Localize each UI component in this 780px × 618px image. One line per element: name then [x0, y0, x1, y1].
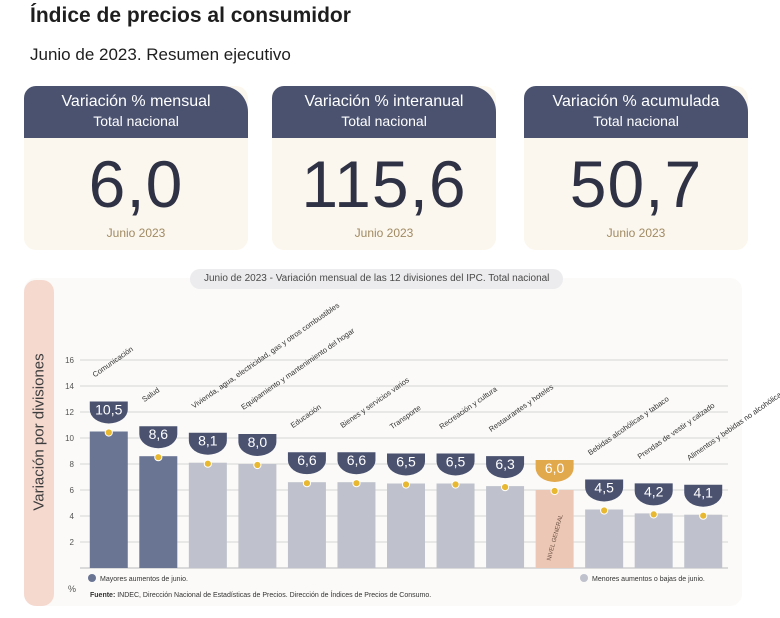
bar-value-label: 4,2 — [644, 483, 664, 499]
bar-marker-dot — [401, 480, 411, 489]
bar — [139, 456, 178, 568]
bar-marker-dot — [600, 506, 609, 515]
value-badge — [287, 452, 326, 475]
value-badge — [337, 452, 376, 475]
legend-high-swatch — [88, 574, 96, 582]
value-badge — [89, 401, 128, 424]
bar — [585, 509, 624, 568]
bar-marker-dot — [699, 511, 708, 520]
y-unit-label: % — [68, 584, 76, 594]
chart-title-date: Junio de 2023 — [204, 273, 267, 284]
card-header: Variación % acumulada Total nacional — [524, 86, 748, 138]
card-subtitle: Total nacional — [93, 113, 179, 129]
bar — [684, 514, 723, 568]
card-title: Variación % interanual — [304, 93, 464, 110]
y-tick-label: 14 — [65, 382, 74, 391]
y-tick-label: 4 — [70, 512, 75, 521]
category-label: Transporte — [388, 403, 423, 431]
page-title: Índice de precios al consumidor — [30, 4, 351, 27]
bar-value-label: 6,3 — [495, 456, 515, 472]
bar-marker-dot — [253, 460, 262, 470]
bar — [287, 482, 326, 568]
category-label: Alimentos y bebidas no alcohólicas — [685, 388, 780, 462]
bar — [337, 482, 376, 568]
y-tick-label: 16 — [65, 356, 74, 365]
value-badge — [387, 453, 425, 476]
bar — [188, 462, 227, 568]
bar-value-label: 6,5 — [396, 454, 416, 470]
bar — [436, 483, 475, 568]
legend-low-swatch — [580, 574, 588, 582]
card-year-on-year: Variación % interanual Total nacional 11… — [272, 86, 496, 250]
y-tick-label: 8 — [70, 460, 75, 469]
bar-marker-dot — [500, 483, 510, 492]
bar-value-label: 8,6 — [149, 426, 169, 442]
bar-value-label: 6,6 — [297, 452, 317, 468]
bar-marker-dot — [104, 428, 113, 437]
y-tick-label: 6 — [70, 486, 75, 495]
bar-value-label: 10,5 — [95, 402, 122, 418]
card-header: Variación % interanual Total nacional — [272, 86, 496, 138]
card-date: Junio 2023 — [606, 226, 666, 240]
card-value: 6,0 — [88, 147, 184, 221]
card-date: Junio 2023 — [354, 226, 414, 240]
card-date: Junio 2023 — [106, 226, 166, 240]
bar-marker-dot — [550, 486, 559, 496]
y-tick-label: 12 — [65, 408, 74, 417]
bar-marker-dot — [352, 479, 361, 488]
value-badge — [188, 432, 227, 455]
value-badge — [238, 434, 277, 457]
page-subtitle: Junio de 2023. Resumen ejecutivo — [30, 45, 291, 64]
bar — [535, 490, 574, 568]
bar-value-label: 6,5 — [446, 454, 466, 470]
side-tab — [24, 280, 54, 606]
value-badge — [535, 460, 574, 483]
source-text: INDEC, Dirección Nacional de Estadística… — [117, 592, 432, 599]
chart-title-text: - Variación mensual de las 12 divisiones… — [266, 273, 550, 284]
bar-marker-dot — [451, 480, 460, 489]
bar — [89, 431, 128, 568]
bar — [238, 464, 277, 568]
bar — [634, 513, 673, 568]
bar — [387, 483, 425, 568]
bar-value-label: 6,0 — [545, 460, 565, 476]
card-monthly: Variación % mensual Total nacional 6,0 J… — [24, 86, 248, 250]
bar — [486, 486, 525, 568]
bar-marker-dot — [302, 479, 312, 488]
value-badge — [139, 426, 178, 449]
bar-marker-dot — [649, 510, 658, 519]
value-badge — [585, 479, 624, 502]
card-value: 50,7 — [569, 147, 703, 221]
bar-value-label: 8,0 — [248, 434, 268, 450]
bar-marker-dot — [154, 453, 163, 462]
legend-low-label: Menores aumentos o bajas de junio. — [592, 576, 705, 583]
chart-title: Junio de 2023 - Variación mensual de las… — [190, 269, 564, 289]
value-badge — [634, 483, 673, 506]
card-subtitle: Total nacional — [341, 113, 427, 129]
bar-marker-dot — [203, 459, 212, 468]
bar-value-label: 4,1 — [693, 485, 713, 501]
bar-value-label: 4,5 — [594, 480, 614, 496]
card-subtitle: Total nacional — [593, 113, 679, 129]
y-tick-label: 2 — [70, 538, 75, 547]
value-badge — [436, 453, 475, 476]
card-title: Variación % acumulada — [552, 93, 720, 110]
category-label: Educación — [289, 402, 323, 429]
source-label: Fuente: — [90, 592, 116, 599]
card-header: Variación % mensual Total nacional — [24, 86, 248, 138]
source-note: Fuente: INDEC, Dirección Nacional de Est… — [90, 592, 431, 599]
y-tick-label: 10 — [65, 434, 74, 443]
value-badge — [684, 484, 723, 507]
category-label: Salud — [140, 385, 161, 403]
category-label: Comunicación — [91, 345, 135, 380]
value-badge — [486, 456, 525, 479]
category-label: Equipamiento y mantenimiento del hogar — [239, 326, 356, 412]
bar-value-label: 6,6 — [347, 452, 367, 468]
card-title: Variación % mensual — [61, 93, 211, 110]
legend-high-label: Mayores aumentos de junio. — [100, 576, 188, 583]
bar-value-label: 8,1 — [198, 433, 218, 449]
card-cumulative: Variación % acumulada Total nacional 50,… — [524, 86, 748, 250]
card-value: 115,6 — [301, 147, 467, 221]
